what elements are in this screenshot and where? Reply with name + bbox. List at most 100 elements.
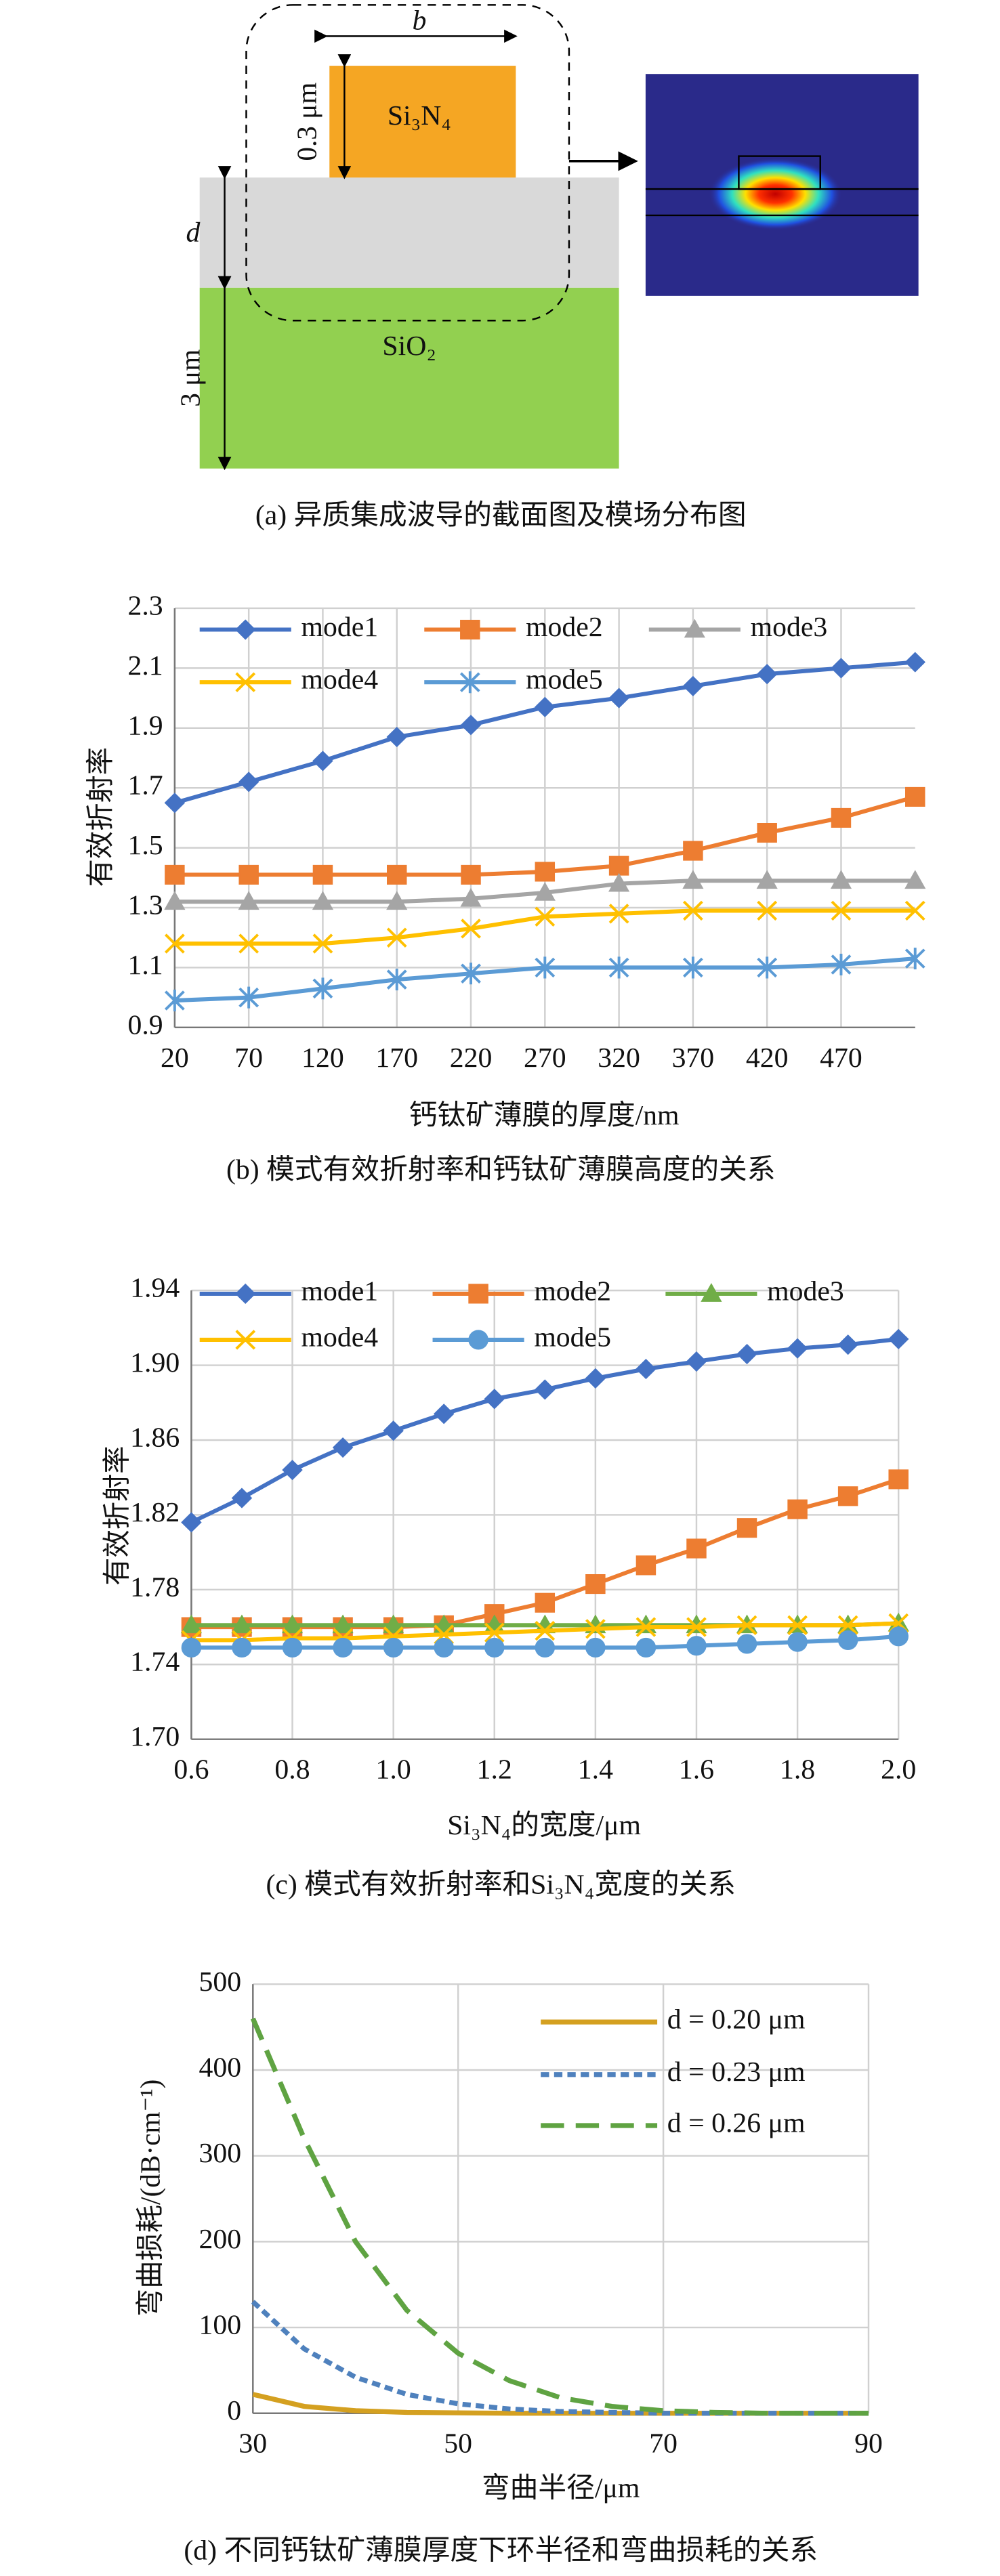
marker (682, 956, 703, 979)
y-tick-label: 400 (199, 2052, 241, 2083)
y-tick-label: 1.78 (130, 1571, 180, 1603)
marker (888, 1469, 909, 1490)
marker (736, 1634, 757, 1654)
y-tick-label: 2.3 (127, 590, 163, 621)
marker (585, 1574, 606, 1595)
marker (535, 696, 556, 717)
y-axis-title: 有效折射率 (85, 747, 116, 887)
marker (386, 864, 407, 885)
legend-label: d = 0.23 μm (667, 2056, 806, 2087)
marker (231, 1487, 253, 1508)
marker (686, 1617, 707, 1637)
core (329, 66, 516, 178)
x-tick-label: 2.0 (881, 1754, 916, 1785)
legend-marker (235, 619, 256, 640)
marker (736, 1518, 757, 1538)
x-tick-label: 50 (444, 2428, 472, 2459)
marker (164, 990, 185, 1012)
marker (585, 1619, 606, 1639)
marker (386, 927, 407, 948)
legend-label: mode3 (751, 611, 828, 642)
x-tick-label: 1.8 (780, 1754, 815, 1785)
marker (608, 856, 629, 876)
y-tick-label: 1.1 (127, 949, 163, 980)
marker (484, 1604, 505, 1624)
marker (787, 1615, 808, 1636)
y-tick-label: 1.5 (127, 829, 163, 860)
marker (332, 1437, 354, 1458)
marker (636, 1359, 657, 1380)
legend-marker (701, 1283, 722, 1302)
label: 3 μm (174, 350, 205, 407)
marker (165, 864, 185, 885)
marker (736, 1615, 757, 1636)
substrate (199, 287, 619, 469)
legend-label: mode4 (301, 664, 379, 695)
marker (180, 1614, 203, 1634)
label: d (186, 217, 200, 248)
marker (608, 956, 629, 979)
marker (831, 953, 852, 976)
marker (534, 882, 556, 901)
marker (164, 793, 186, 814)
marker (231, 1614, 253, 1634)
marker (686, 1636, 707, 1656)
diagram: b 0.3 μm Si₃N₄ d 3 μm SiO₂ (a) 异质集成波导的截面… (174, 4, 919, 531)
x-tick-label: 90 (854, 2428, 883, 2459)
marker (831, 900, 852, 921)
marker (636, 1555, 657, 1576)
x-tick-label: 420 (746, 1042, 789, 1073)
y-tick-label: 500 (199, 1966, 241, 1997)
y-axis-title: 有效折射率 (101, 1445, 132, 1585)
marker (585, 1368, 606, 1389)
legend-label: mode3 (767, 1275, 844, 1307)
caption: (c) 模式有效折射率和Si₃N₄宽度的关系 (266, 1869, 736, 1901)
marker (830, 870, 852, 889)
x-tick-label: 120 (301, 1042, 344, 1073)
marker (888, 1328, 909, 1349)
y-tick-label: 200 (199, 2223, 241, 2254)
marker (232, 1637, 252, 1657)
marker (888, 1626, 909, 1647)
marker (484, 1622, 505, 1643)
marker (787, 1499, 808, 1519)
marker (756, 870, 778, 889)
x-tick-label: 320 (598, 1042, 640, 1073)
marker (736, 1343, 757, 1365)
x-axis-title: 弯曲半径/μm (482, 2472, 640, 2503)
marker (535, 1637, 556, 1657)
marker (282, 1637, 303, 1657)
marker (434, 1637, 454, 1657)
x-tick-label: 270 (524, 1042, 566, 1073)
marker (238, 933, 259, 954)
marker (484, 1637, 505, 1657)
marker (333, 1637, 353, 1657)
marker (608, 904, 629, 924)
marker (837, 1630, 858, 1650)
marker (383, 1614, 404, 1634)
label: SiO₂ (382, 330, 436, 361)
marker (461, 864, 481, 885)
marker (181, 1512, 202, 1533)
x-axis-title: Si₃N₄的宽度/μm (447, 1809, 641, 1840)
marker (837, 1334, 858, 1355)
label: Si₃N₄ (388, 100, 451, 131)
marker (831, 658, 852, 679)
x-tick-label: 1.6 (679, 1754, 714, 1785)
y-tick-label: 1.82 (130, 1496, 180, 1527)
y-tick-label: 1.7 (127, 769, 163, 801)
x-tick-label: 1.4 (578, 1754, 613, 1785)
series-line (250, 2017, 869, 2416)
x-tick-label: 1.2 (477, 1754, 512, 1785)
x-tick-label: 170 (375, 1042, 418, 1073)
marker (535, 906, 556, 927)
legend-label: mode5 (534, 1322, 611, 1353)
legend-label: mode4 (301, 1322, 379, 1353)
marker (686, 1538, 707, 1559)
marker (535, 1620, 556, 1641)
marker (460, 887, 482, 907)
marker (683, 841, 703, 861)
y-tick-label: 1.70 (130, 1720, 180, 1752)
y-axis-title: 弯曲损耗/(dB·cm⁻¹) (134, 2079, 166, 2317)
